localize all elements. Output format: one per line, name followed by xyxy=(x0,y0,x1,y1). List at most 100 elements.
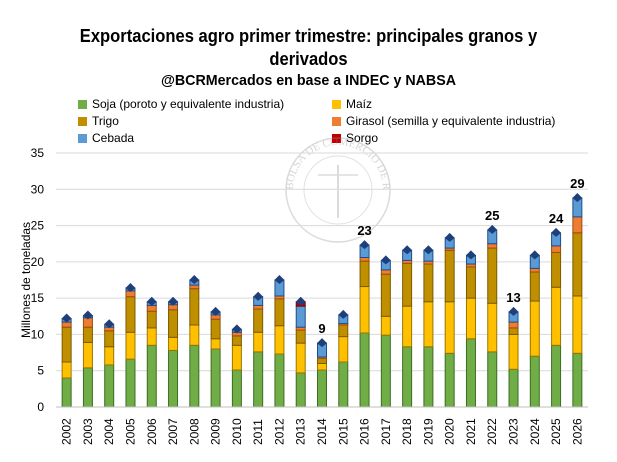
legend-item-trigo: Trigo xyxy=(78,114,119,128)
x-tick-label: 2024 xyxy=(528,418,542,445)
x-tick-label: 2005 xyxy=(123,418,137,445)
bar-segment-trigo xyxy=(125,296,136,333)
bar-segment-soja xyxy=(189,344,200,408)
bar-segment-soja xyxy=(423,346,434,408)
chart-title-line2: derivados xyxy=(269,49,348,69)
bar-segment-soja xyxy=(125,358,136,408)
total-label: 24 xyxy=(549,211,564,226)
bar-segment-trigo xyxy=(444,249,455,303)
total-marker xyxy=(104,319,115,329)
legend-item-maiz: Maíz xyxy=(332,97,372,111)
bar-segment-maiz xyxy=(231,344,242,371)
bar-segment-trigo xyxy=(402,262,413,307)
watermark-seal: BOLSA DE COMERCIO DE ROSARIO xyxy=(0,0,392,243)
total-marker xyxy=(125,282,136,292)
bar-segment-girasol xyxy=(529,267,540,273)
bar-segment-girasol xyxy=(189,284,200,290)
bar-segment-maiz xyxy=(253,331,264,353)
legend-label: Cebada xyxy=(92,131,135,145)
y-tick-label: 25 xyxy=(31,219,45,233)
bar-segment-maiz xyxy=(317,362,327,371)
total-marker xyxy=(317,338,327,348)
bar-segment-trigo xyxy=(551,251,562,288)
bar-segment-trigo xyxy=(359,260,370,288)
bar-segment-maiz xyxy=(572,295,583,354)
bar-segment-maiz xyxy=(465,297,476,340)
total-label: 23 xyxy=(357,223,371,238)
bar-segment-girasol xyxy=(253,304,264,310)
bar-segment-soja xyxy=(444,352,455,408)
bar-segment-girasol xyxy=(359,257,370,262)
bar-segment-soja xyxy=(317,369,327,408)
x-tick-label: 2004 xyxy=(102,418,116,445)
x-tick-label: 2015 xyxy=(336,418,350,445)
legend-label: Sorgo xyxy=(346,131,379,145)
bar-segment-trigo xyxy=(465,266,476,299)
bar-segment-trigo xyxy=(508,327,519,335)
total-marker xyxy=(295,296,306,306)
svg-text:BOLSA DE COMERCIO DE ROSARIO: BOLSA DE COMERCIO DE ROSARIO xyxy=(0,0,392,191)
total-marker xyxy=(189,275,200,284)
bar-segment-trigo xyxy=(210,318,221,340)
chart-subtitle: @BCRMercados en base a INDEC y NABSA xyxy=(160,72,457,89)
total-marker xyxy=(551,227,562,237)
legend-swatch xyxy=(332,133,341,143)
bar-segment-soja xyxy=(402,346,413,408)
bar-segment-maiz xyxy=(338,336,349,363)
bar-segment-trigo xyxy=(380,273,391,317)
total-marker xyxy=(402,245,413,255)
x-tick-label: 2011 xyxy=(251,419,265,445)
x-tick-label: 2012 xyxy=(272,418,286,445)
legend-swatch xyxy=(332,116,341,126)
bar-segment-maiz xyxy=(508,333,519,370)
total-marker xyxy=(444,232,455,242)
y-tick-label: 10 xyxy=(31,327,45,341)
total-marker xyxy=(231,324,242,334)
bar-segment-girasol xyxy=(572,216,583,234)
bar-segment-soja xyxy=(210,348,221,408)
bar-segment-soja xyxy=(465,338,476,408)
bar-segment-trigo xyxy=(487,247,498,304)
bar-segment-trigo xyxy=(104,330,115,348)
bar-segment-maiz xyxy=(61,361,72,379)
x-tick-label: 2014 xyxy=(315,418,329,445)
bar-segment-cebada xyxy=(295,305,306,328)
bar-segment-girasol xyxy=(380,269,391,275)
bar-segment-girasol xyxy=(508,321,519,329)
bar-segment-soja xyxy=(380,334,391,408)
legend-label: Girasol (semilla y equivalente industria… xyxy=(346,114,556,128)
bar-segment-soja xyxy=(551,344,562,408)
y-tick-label: 0 xyxy=(37,400,44,414)
bar-segment-soja xyxy=(168,349,179,408)
bar-segment-maiz xyxy=(168,336,179,351)
total-marker xyxy=(572,192,583,202)
legend-swatch xyxy=(78,99,87,109)
total-label: 25 xyxy=(485,208,499,223)
total-marker xyxy=(487,224,498,234)
legend-item-girasol: Girasol (semilla y equivalente industria… xyxy=(332,114,555,128)
bar-segment-soja xyxy=(508,368,519,408)
x-tick-label: 2017 xyxy=(379,418,393,445)
bar-segment-maiz xyxy=(487,302,498,353)
bar-segment-soja xyxy=(487,351,498,408)
bar-segment-soja xyxy=(61,377,72,408)
total-label: 29 xyxy=(570,176,584,191)
legend-swatch xyxy=(78,133,87,143)
bar-segment-maiz xyxy=(146,327,157,346)
x-tick-label: 2002 xyxy=(60,418,74,445)
bar-segment-trigo xyxy=(168,309,179,338)
bar-segment-soja xyxy=(82,367,93,408)
legend-swatch xyxy=(332,99,341,109)
bar-segment-trigo xyxy=(317,357,327,364)
bar-segment-soja xyxy=(274,353,285,408)
bar-segment-trigo xyxy=(253,308,264,333)
bar-segment-girasol xyxy=(61,321,72,328)
x-tick-label: 2026 xyxy=(570,418,584,445)
total-marker xyxy=(210,306,221,316)
y-tick-label: 30 xyxy=(31,182,45,196)
total-marker xyxy=(146,296,157,306)
bar-segment-trigo xyxy=(82,326,93,343)
total-label: 9 xyxy=(318,321,325,336)
bar-segment-maiz xyxy=(295,342,306,374)
